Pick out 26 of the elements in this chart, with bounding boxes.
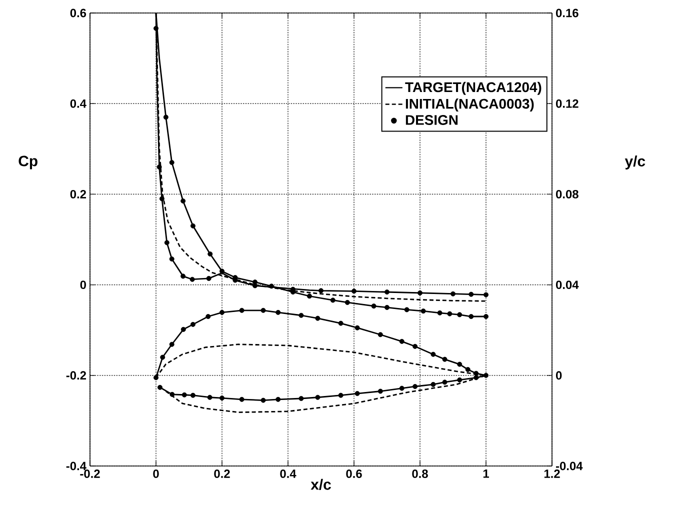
x-tick-label: 0.6 xyxy=(346,470,362,478)
x-tick-label: 1.2 xyxy=(544,470,560,478)
x-tick-label: -0.2 xyxy=(80,470,100,478)
y-tick-label: 0.6 xyxy=(70,8,86,18)
y2-tick-label: 0.16 xyxy=(556,8,578,18)
x-tick-label: 0 xyxy=(153,470,159,478)
y-tick-label: 0.2 xyxy=(70,190,86,198)
y2-tick-label: -0.04 xyxy=(556,462,583,470)
y-tick-label: 0.4 xyxy=(70,99,86,108)
y2-tick-label: 0.12 xyxy=(556,99,578,108)
x-axis-title: x/c xyxy=(310,478,331,490)
y2-tick-label: 0.04 xyxy=(556,280,579,290)
x-tick-label: 0.2 xyxy=(214,470,230,478)
x-tick-label: 1 xyxy=(483,470,489,478)
y2-tick-label: 0 xyxy=(556,371,562,380)
legend-label: TARGET(NACA1204) xyxy=(405,82,542,95)
y2-tick-label: 0.08 xyxy=(556,190,578,198)
y-tick-label: -0.4 xyxy=(66,462,86,470)
y-tick-label: -0.2 xyxy=(66,371,86,380)
x-tick-label: 0.4 xyxy=(280,470,296,478)
y-axis-title: Cp xyxy=(18,156,38,170)
x-tick-label: 0.8 xyxy=(412,470,428,478)
y-tick-label: 0 xyxy=(80,280,86,290)
y2-axis-title: y/c xyxy=(624,156,646,170)
legend-label: INITIAL(NACA0003) xyxy=(406,98,534,112)
legend-label: DESIGN xyxy=(406,115,458,125)
